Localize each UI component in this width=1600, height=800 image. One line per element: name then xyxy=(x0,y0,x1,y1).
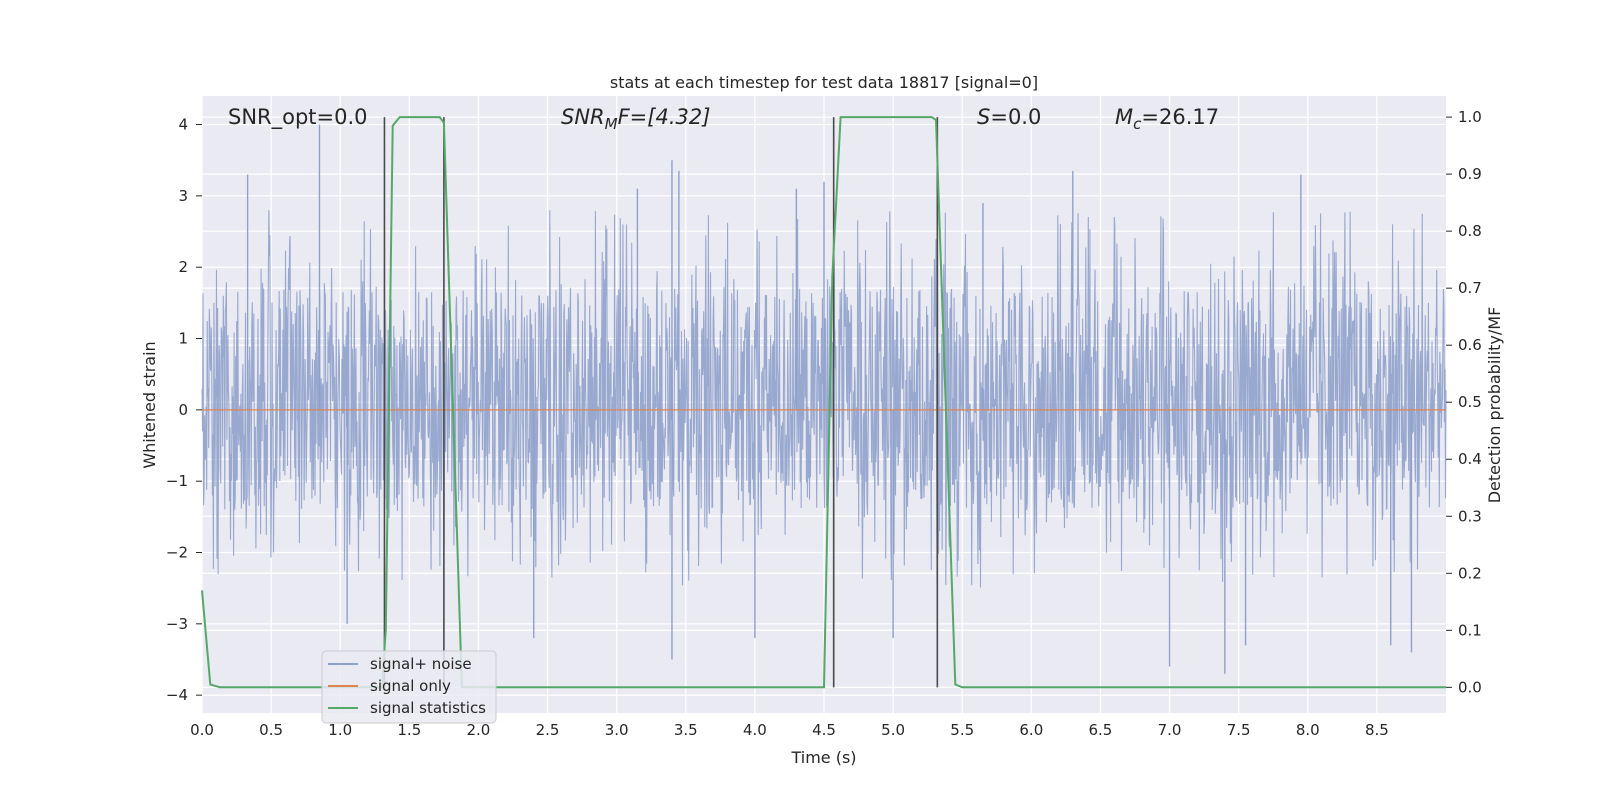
chart-title: stats at each timestep for test data 188… xyxy=(610,73,1038,92)
x-tick-label: 2.0 xyxy=(467,721,491,739)
x-tick-label: 6.5 xyxy=(1089,721,1113,739)
y2-tick-label: 0.8 xyxy=(1458,222,1482,240)
y-axis-label: Whitened strain xyxy=(140,341,159,468)
x-tick-label: 1.5 xyxy=(397,721,421,739)
y2-tick-label: 0.7 xyxy=(1458,279,1482,297)
signal-noise-series xyxy=(201,124,1447,674)
s-label: S xyxy=(977,105,990,129)
annotation-s: S=0.0 xyxy=(977,105,1041,129)
x-axis-label: Time (s) xyxy=(790,748,856,767)
annotation-snr-opt: SNR_opt=0.0 xyxy=(228,105,368,130)
y-tick-labels: −4 −3 −2 −1 0 1 2 3 4 xyxy=(166,116,202,704)
x-tick-labels: 0.0 0.5 1.0 1.5 2.0 2.5 3.0 3.5 4.0 4.5 5.0 5.5 6.0 6… xyxy=(190,721,1389,739)
mc-rest: =26.17 xyxy=(1141,105,1219,129)
y2-tick-label: 0.4 xyxy=(1458,450,1482,468)
legend: signal+ noise signal only signal statist… xyxy=(321,650,497,724)
y2-tick-label: 0.0 xyxy=(1458,678,1482,696)
legend-label-signal-statistics: signal statistics xyxy=(370,699,486,717)
x-tick-label: 0.5 xyxy=(259,721,283,739)
x-tick-label: 4.5 xyxy=(812,721,836,739)
y-tick-label: 0 xyxy=(178,401,188,419)
y2-tick-label: 0.1 xyxy=(1458,621,1482,639)
y2-tick-label: 0.6 xyxy=(1458,336,1482,354)
mc-subscript: c xyxy=(1133,115,1142,133)
annotation-snr-mf: SNRMF=[4.32] xyxy=(561,105,710,133)
s-rest: =0.0 xyxy=(990,105,1041,129)
snr-mf-label: SNR xyxy=(561,105,605,129)
x-tick-label: 3.0 xyxy=(605,721,629,739)
legend-label-signal-only: signal only xyxy=(370,677,451,695)
x-tick-label: 5.5 xyxy=(950,721,974,739)
x-tick-label: 1.0 xyxy=(328,721,352,739)
snr-mf-subscript: M xyxy=(605,115,618,133)
y2-tick-label: 0.3 xyxy=(1458,507,1482,525)
x-tick-label: 0.0 xyxy=(190,721,214,739)
legend-label-signal-noise: signal+ noise xyxy=(370,655,472,673)
y-tick-label: 4 xyxy=(178,116,188,134)
y-tick-label: −1 xyxy=(166,472,188,490)
legend-box xyxy=(321,650,497,724)
annotation-mc: Mc=26.17 xyxy=(1115,105,1219,133)
y2-tick-label: 0.2 xyxy=(1458,564,1482,582)
y2-axis-label: Detection probability/MF xyxy=(1485,307,1504,504)
y2-tick-labels: 0.0 0.1 0.2 0.3 0.4 0.5 0.6 0.7 0.8 0.9 1.0 xyxy=(1446,108,1482,696)
y-tick-label: 2 xyxy=(178,258,188,276)
mc-label: M xyxy=(1115,105,1133,129)
x-tick-label: 2.5 xyxy=(536,721,560,739)
y-tick-label: −3 xyxy=(166,615,188,633)
noise-trace xyxy=(201,210,1447,588)
y2-tick-label: 0.5 xyxy=(1458,393,1482,411)
y-tick-label: 1 xyxy=(178,330,188,348)
vertical-markers xyxy=(383,117,939,688)
y-tick-label: −2 xyxy=(166,544,188,562)
x-tick-label: 4.0 xyxy=(743,721,767,739)
x-tick-label: 6.0 xyxy=(1019,721,1043,739)
x-tick-label: 7.5 xyxy=(1227,721,1251,739)
snr-mf-rest: F=[4.32] xyxy=(618,105,711,129)
y-tick-label: −4 xyxy=(166,686,188,704)
x-tick-label: 7.0 xyxy=(1158,721,1182,739)
y2-tick-label: 1.0 xyxy=(1458,108,1482,126)
x-tick-label: 5.0 xyxy=(881,721,905,739)
x-tick-label: 3.5 xyxy=(674,721,698,739)
x-tick-label: 8.5 xyxy=(1365,721,1389,739)
y2-tick-label: 0.9 xyxy=(1458,165,1482,183)
y-tick-label: 3 xyxy=(178,187,188,205)
x-tick-label: 8.0 xyxy=(1296,721,1320,739)
